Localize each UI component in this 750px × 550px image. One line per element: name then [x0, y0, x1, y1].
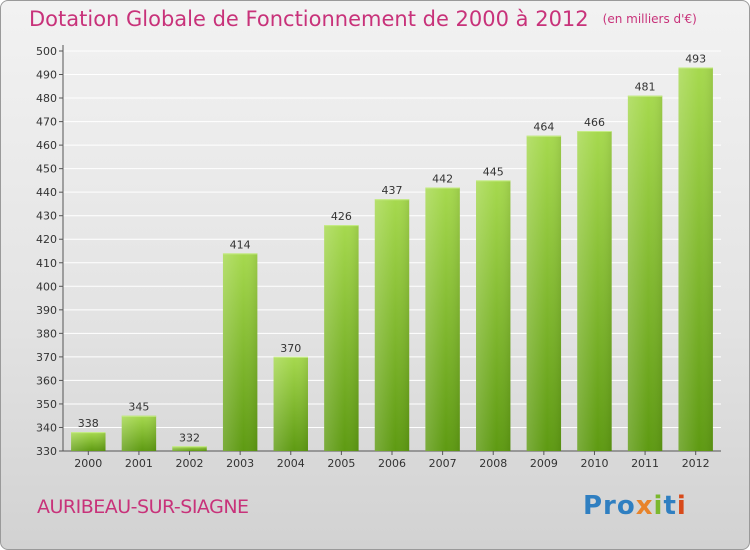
y-tick-label: 360	[36, 374, 57, 387]
value-label-2007: 442	[432, 172, 453, 185]
logo-part-2: x	[635, 491, 654, 521]
value-label-2008: 445	[483, 165, 504, 178]
x-tick-label-2008: 2008	[479, 457, 507, 470]
value-label-2010: 466	[584, 116, 605, 129]
logo-part-4: t	[663, 491, 677, 521]
x-tick-label-2010: 2010	[580, 457, 608, 470]
value-label-2000: 338	[78, 417, 99, 430]
bar-shine-2009	[526, 135, 562, 452]
y-tick-label: 400	[36, 280, 57, 293]
value-label-2004: 370	[280, 342, 301, 355]
y-tick-label: 430	[36, 210, 57, 223]
logo-part-3: i	[653, 491, 664, 521]
value-label-2006: 437	[382, 184, 403, 197]
bar-shine-2012	[678, 67, 713, 452]
x-tick-label-2004: 2004	[277, 457, 305, 470]
x-tick-label-2003: 2003	[226, 457, 254, 470]
value-label-2002: 332	[179, 431, 200, 444]
y-tick-label: 470	[36, 116, 57, 129]
value-label-2012: 493	[685, 52, 706, 65]
bar-shine-2004	[273, 356, 308, 451]
y-tick-label: 460	[36, 139, 57, 152]
x-tick-label-2011: 2011	[631, 457, 659, 470]
bar-shine-2010	[577, 131, 612, 451]
logo-part-5: i	[676, 491, 687, 521]
value-label-2003: 414	[230, 238, 251, 251]
y-tick-label: 450	[36, 163, 57, 176]
y-tick-label: 340	[36, 421, 57, 434]
x-tick-label-2005: 2005	[327, 457, 355, 470]
bar-shine-2005	[324, 225, 359, 451]
proxiti-logo: Proxiti	[583, 491, 687, 521]
x-tick-label-2007: 2007	[429, 457, 457, 470]
chart-unit: (en milliers d'€)	[602, 12, 697, 26]
bar-shine-2006	[374, 199, 410, 451]
commune-name: AURIBEAU-SUR-SIAGNE	[37, 496, 249, 518]
y-tick-label: 410	[36, 257, 57, 270]
x-tick-label-2006: 2006	[378, 457, 406, 470]
bar-shine-2003	[222, 253, 258, 451]
x-tick-label-2009: 2009	[530, 457, 558, 470]
y-tick-label: 480	[36, 92, 57, 105]
x-tick-label-2001: 2001	[125, 457, 153, 470]
x-tick-label-2012: 2012	[682, 457, 710, 470]
value-label-2001: 345	[128, 401, 149, 414]
x-tick-label-2000: 2000	[74, 457, 102, 470]
data-labels: 338 345 332 414 370 426 437 442 445 464 466 481 493	[78, 52, 706, 444]
logo-part-1: Pro	[583, 491, 636, 521]
bar-shine-2011	[627, 95, 663, 452]
bar-shine-2001	[121, 415, 157, 451]
y-tick-label: 490	[36, 69, 57, 82]
chart-title-text: Dotation Globale de Fonctionnement de 20…	[29, 7, 589, 31]
y-tick-label: 390	[36, 304, 57, 317]
chart-title: Dotation Globale de Fonctionnement de 20…	[29, 7, 697, 31]
value-label-2011: 481	[635, 81, 656, 94]
bar-shine-2007	[425, 187, 460, 451]
value-label-2009: 464	[533, 121, 554, 134]
y-tick-label: 350	[36, 398, 57, 411]
bar-shine-2008	[476, 180, 511, 452]
bar-shine-2002	[172, 446, 207, 451]
bar-shine-2000	[71, 432, 106, 451]
y-tick-label: 440	[36, 186, 57, 199]
y-tick-label: 330	[36, 445, 57, 458]
bars	[71, 67, 713, 452]
y-tick-label: 420	[36, 233, 57, 246]
y-tick-label: 500	[36, 45, 57, 58]
y-tick-label: 370	[36, 351, 57, 364]
value-label-2005: 426	[331, 210, 352, 223]
y-tick-label: 380	[36, 327, 57, 340]
x-tick-label-2002: 2002	[176, 457, 204, 470]
